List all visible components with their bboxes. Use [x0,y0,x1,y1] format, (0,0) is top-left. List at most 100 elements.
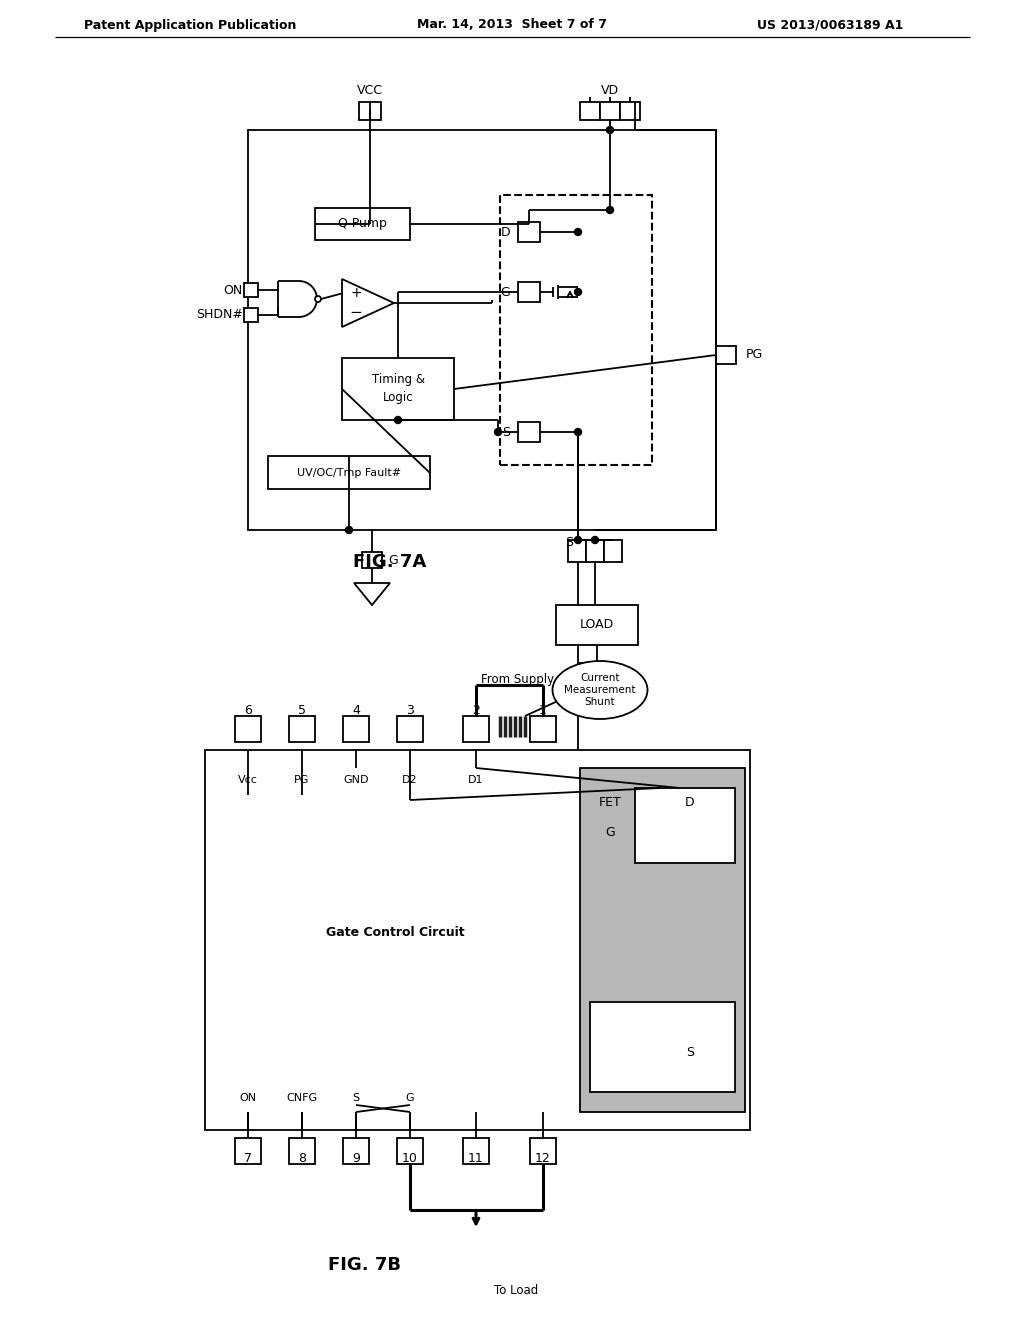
Text: 6: 6 [244,704,252,717]
Bar [244,282,258,297]
Text: D: D [501,226,510,239]
Text: 10: 10 [402,1151,418,1164]
Bar [289,1138,315,1164]
Text: To Load: To Load [494,1283,539,1296]
Bar [343,715,369,742]
Bar [635,788,735,863]
Ellipse shape [553,661,647,719]
Text: Mar. 14, 2013  Sheet 7 of 7: Mar. 14, 2013 Sheet 7 of 7 [417,18,607,32]
Text: S: S [565,536,573,549]
Text: 5: 5 [298,704,306,717]
Bar [500,195,652,465]
Text: D: D [685,796,695,809]
Bar [248,129,716,531]
Text: 9: 9 [352,1151,360,1164]
Bar [342,358,454,420]
Text: FIG. 7A: FIG. 7A [353,553,427,572]
Text: 3: 3 [407,704,414,717]
Bar [289,715,315,742]
Text: Timing &: Timing & [372,374,425,387]
Circle shape [574,228,582,235]
Bar [518,282,540,302]
Text: PG: PG [746,348,763,362]
Circle shape [606,127,613,133]
Bar [530,1138,556,1164]
Text: 11: 11 [468,1151,484,1164]
Bar [268,455,430,488]
Bar [463,715,489,742]
Text: G: G [501,285,510,298]
Text: D1: D1 [468,775,483,785]
Bar [362,552,382,568]
Text: 4: 4 [352,704,360,717]
Bar [518,222,540,242]
Text: Vcc: Vcc [238,775,258,785]
Bar [343,1138,369,1164]
Text: PG: PG [294,775,309,785]
Text: G: G [406,1093,415,1104]
Text: 2: 2 [472,704,480,717]
Text: VD: VD [601,83,620,96]
Text: SHDN#: SHDN# [197,309,243,322]
Circle shape [574,289,582,296]
Text: LOAD: LOAD [580,619,614,631]
Text: From Supply: From Supply [481,673,554,686]
Text: −: − [349,305,362,321]
Text: S: S [502,425,510,438]
Bar [716,346,736,364]
Bar [568,540,586,562]
Text: +: + [350,286,361,301]
Text: Patent Application Publication: Patent Application Publication [84,18,296,32]
Text: 12: 12 [536,1151,551,1164]
Text: G: G [605,826,614,840]
Text: GND: GND [343,775,369,785]
Circle shape [574,536,582,544]
Text: 1: 1 [539,704,547,717]
Bar [205,750,750,1130]
Text: ON: ON [224,284,243,297]
Circle shape [394,417,401,424]
Bar [590,1002,735,1092]
Bar [397,1138,423,1164]
Text: Current: Current [581,673,620,682]
Bar [530,715,556,742]
Bar [518,422,540,442]
Bar [580,768,745,1111]
Text: 7: 7 [244,1151,252,1164]
Text: FIG. 7B: FIG. 7B [329,1257,401,1274]
Text: Logic: Logic [383,392,414,404]
Circle shape [592,536,598,544]
Circle shape [606,206,613,214]
Text: 8: 8 [298,1151,306,1164]
Text: VCC: VCC [357,83,383,96]
Text: FET: FET [599,796,622,809]
Bar [359,102,381,120]
Text: G: G [388,553,397,566]
Text: D2: D2 [402,775,418,785]
Bar [234,1138,261,1164]
Text: S: S [686,1045,694,1059]
Bar [234,715,261,742]
Bar [620,102,640,120]
Bar [315,209,410,240]
Text: US 2013/0063189 A1: US 2013/0063189 A1 [757,18,903,32]
Text: ON: ON [240,1093,257,1104]
Text: UV/OC/Tmp Fault#: UV/OC/Tmp Fault# [297,469,401,478]
Circle shape [345,527,352,533]
Bar [580,102,600,120]
Bar [604,540,622,562]
Circle shape [495,429,502,436]
Circle shape [574,429,582,436]
Bar [244,308,258,322]
Bar [586,540,604,562]
Text: Gate Control Circuit: Gate Control Circuit [326,925,464,939]
Bar [556,605,638,645]
Text: CNFG: CNFG [287,1093,317,1104]
Text: Q-Pump: Q-Pump [337,218,387,231]
Bar [600,102,620,120]
Text: S: S [352,1093,359,1104]
Text: Measurement: Measurement [564,685,636,696]
Text: Shunt: Shunt [585,697,615,708]
Bar [463,1138,489,1164]
Circle shape [315,296,321,302]
